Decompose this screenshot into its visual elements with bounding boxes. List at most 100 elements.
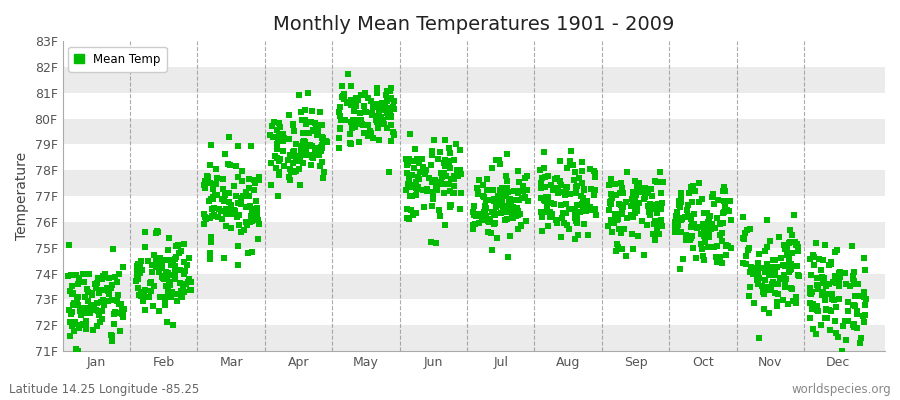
Point [477,194,491,201]
Point [490,197,504,204]
Point [517,188,531,194]
Point [292,92,306,98]
Point [67,302,81,308]
Point [144,279,158,286]
Point [432,207,446,213]
Point [746,265,760,271]
Point [438,173,453,180]
Point [716,210,731,216]
Point [706,221,720,227]
Point [131,276,146,282]
Point [687,211,701,217]
Point [491,202,505,208]
Point [165,272,179,279]
Point [648,237,662,244]
Point [132,270,147,277]
Point [697,221,711,228]
Point [697,223,711,230]
Bar [62,170,885,196]
Point [847,302,861,308]
Point [420,188,435,194]
Point [466,222,481,228]
Point [293,182,308,188]
Point [435,171,449,177]
Point [78,321,93,327]
Point [648,218,662,224]
Point [546,187,561,193]
Point [626,214,641,220]
Point [369,119,383,125]
Point [707,244,722,250]
Point [150,228,165,235]
Point [158,302,172,309]
Point [498,217,512,224]
Point [65,283,79,289]
Point [184,286,199,293]
Point [620,169,634,175]
Point [344,96,358,103]
Point [465,225,480,232]
Point [829,330,843,336]
Point [433,181,447,187]
Point [709,215,724,222]
Point [225,206,239,213]
Point [486,198,500,204]
Point [428,137,442,144]
Point [364,98,379,105]
Point [204,142,219,148]
Point [410,156,425,162]
Point [832,280,846,286]
Point [91,308,105,314]
Point [825,279,840,286]
Point [241,250,256,256]
Point [63,311,77,317]
Point [692,198,706,205]
Point [166,322,180,329]
Point [701,217,716,224]
Point [614,202,628,208]
Point [847,324,861,330]
Point [216,176,230,182]
Point [148,230,163,236]
Point [815,274,830,281]
Point [770,291,785,298]
Point [382,88,397,94]
Point [767,269,781,276]
Point [651,201,665,208]
Point [700,244,715,250]
Point [574,193,589,199]
Point [357,90,372,96]
Point [818,315,832,322]
Point [384,113,399,120]
Point [695,196,709,202]
Point [370,101,384,108]
Point [762,269,777,276]
Point [706,191,720,197]
Point [276,138,291,144]
Point [338,116,353,123]
Point [562,226,576,232]
Point [478,217,492,223]
Point [776,297,790,303]
Point [740,227,754,234]
Point [654,200,669,207]
Point [803,256,817,263]
Point [159,276,174,282]
Point [233,201,248,207]
Point [142,294,157,300]
Point [624,212,638,218]
Point [710,258,724,265]
Point [640,222,654,228]
Point [69,296,84,302]
Point [783,267,797,273]
Point [683,213,698,219]
Point [221,190,236,196]
Point [465,208,480,215]
Point [219,211,233,217]
Point [72,322,86,328]
Point [104,333,119,340]
Point [738,230,752,236]
Point [819,314,833,321]
Point [414,156,428,162]
Point [225,211,239,218]
